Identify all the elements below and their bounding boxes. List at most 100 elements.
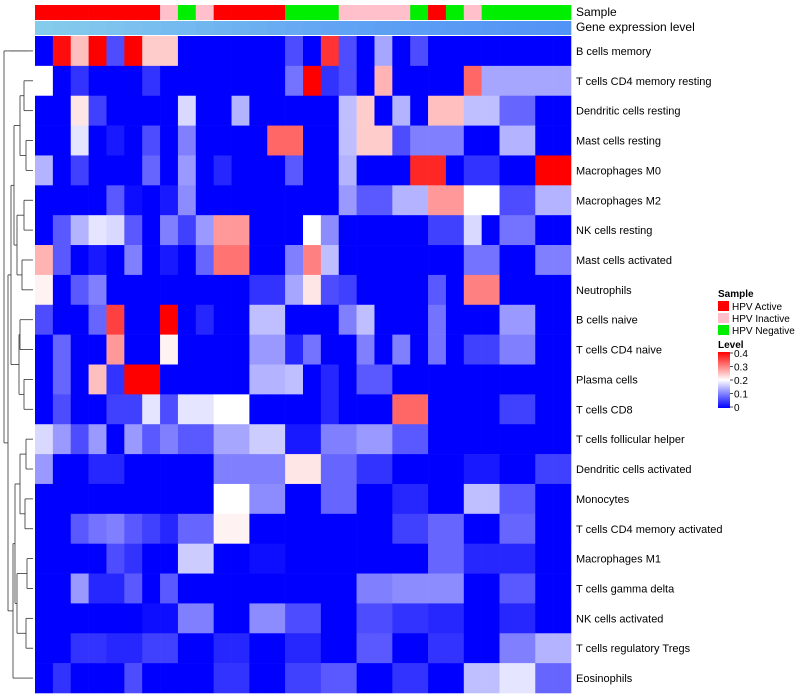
heatmap-cell <box>267 95 286 126</box>
heatmap-cell <box>177 215 197 246</box>
legend-swatch <box>718 301 729 311</box>
heatmap-cell <box>535 274 554 306</box>
heatmap-cell <box>445 36 465 67</box>
heatmap-cell <box>177 603 197 634</box>
heatmap-cell <box>517 274 536 306</box>
heatmap-cell <box>52 394 72 425</box>
heatmap-cell <box>338 543 357 574</box>
heatmap-cell <box>535 95 554 126</box>
heatmap-cell <box>35 36 54 67</box>
heatmap-cell <box>303 274 322 306</box>
heatmap-cell <box>338 95 357 126</box>
heatmap-cell <box>445 274 465 306</box>
heatmap-cell <box>553 185 572 216</box>
heatmap-cell <box>499 125 518 156</box>
heatmap-cell <box>392 274 411 306</box>
heatmap-cell <box>177 364 197 395</box>
heatmap-cell <box>356 334 375 365</box>
row-label: Mast cells activated <box>576 255 672 267</box>
heatmap-cell <box>52 663 72 694</box>
heatmap-cell <box>410 274 429 306</box>
heatmap-cell <box>88 334 107 365</box>
heatmap-cell <box>374 95 393 126</box>
heatmap-cell <box>177 185 197 216</box>
heatmap-cell <box>392 513 411 544</box>
heatmap-cell <box>249 364 268 395</box>
heatmap-cell <box>463 573 482 604</box>
heatmap-cell <box>177 394 197 425</box>
heatmap-cell <box>392 304 411 335</box>
heatmap-cell <box>70 65 89 97</box>
heatmap-cell <box>410 245 429 276</box>
heatmap-cell <box>499 65 518 97</box>
row-label: T cells CD4 memory resting <box>576 76 712 88</box>
heatmap-cell <box>106 394 125 425</box>
heatmap-cell <box>106 36 125 67</box>
heatmap-cell <box>356 304 375 335</box>
heatmap-cell <box>231 185 250 216</box>
sample-annotation-cell <box>35 5 54 20</box>
heatmap-cell <box>52 215 72 246</box>
heatmap-cell <box>106 424 125 455</box>
heatmap-cell <box>535 513 554 544</box>
heatmap-cell <box>160 334 179 365</box>
heatmap-cell <box>463 274 482 306</box>
heatmap-cell <box>231 245 250 276</box>
expression-annotation-cell <box>338 21 357 35</box>
heatmap-cell <box>320 454 340 485</box>
heatmap-cell <box>428 304 447 335</box>
sample-annotation-cell <box>285 5 304 20</box>
heatmap-cell <box>535 394 554 425</box>
heatmap-cell <box>374 334 393 365</box>
heatmap-cell <box>410 543 429 574</box>
heatmap-cell <box>142 364 161 395</box>
heatmap-cell <box>463 394 482 425</box>
heatmap-cell <box>249 65 268 97</box>
heatmap-cell <box>535 155 554 186</box>
heatmap-cell <box>88 483 107 515</box>
heatmap-cell <box>481 274 500 306</box>
heatmap-cell <box>160 454 179 485</box>
row-label: Macrophages M1 <box>576 554 661 566</box>
heatmap-cell <box>392 394 411 425</box>
heatmap-cell <box>499 573 518 604</box>
heatmap-cell <box>499 543 518 574</box>
heatmap-cell <box>445 364 465 395</box>
heatmap-cell <box>320 274 340 306</box>
heatmap-cell <box>553 95 572 126</box>
heatmap-cell <box>481 334 500 365</box>
heatmap-cell <box>428 663 447 694</box>
heatmap-cell <box>52 364 72 395</box>
heatmap-cell <box>553 603 572 634</box>
heatmap-cell <box>35 185 54 216</box>
heatmap-cell <box>160 513 179 544</box>
heatmap-cell <box>428 125 447 156</box>
heatmap-cell <box>410 364 429 395</box>
sample-annotation-cell <box>392 5 411 20</box>
heatmap-cell <box>463 454 482 485</box>
heatmap-cell <box>463 245 482 276</box>
heatmap-cell <box>70 95 89 126</box>
heatmap-cell <box>106 573 125 604</box>
heatmap-cell <box>463 603 482 634</box>
heatmap-cell <box>267 364 286 395</box>
heatmap-cell <box>124 65 143 97</box>
heatmap-cell <box>124 633 143 664</box>
heatmap-cell <box>338 215 357 246</box>
heatmap-cell <box>285 394 304 425</box>
heatmap-cell <box>410 334 429 365</box>
heatmap-cell <box>499 155 518 186</box>
heatmap-cell <box>124 663 143 694</box>
heatmap-cell <box>320 424 340 455</box>
heatmap-cell <box>338 65 357 97</box>
heatmap-cell <box>392 334 411 365</box>
heatmap-cell <box>410 215 429 246</box>
heatmap-cell <box>88 573 107 604</box>
heatmap-cell <box>88 274 107 306</box>
heatmap-cell <box>52 454 72 485</box>
expression-annotation-cell <box>88 21 107 35</box>
heatmap-cell <box>52 334 72 365</box>
expression-annotation-cell <box>70 21 89 35</box>
heatmap-cell <box>195 334 214 365</box>
heatmap-cell <box>52 633 72 664</box>
